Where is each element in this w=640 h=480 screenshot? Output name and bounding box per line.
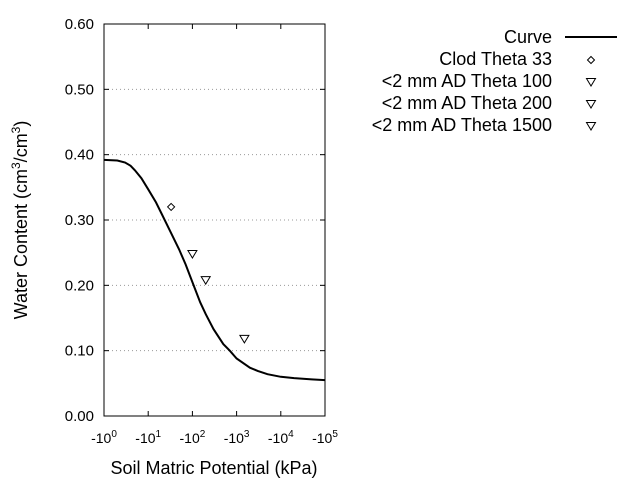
y-axis-label-suffix: )	[11, 121, 31, 127]
y-axis-label-exp2: 3	[9, 126, 23, 133]
y-tick-label: 0.10	[65, 343, 94, 360]
x-tick-label: -103	[224, 429, 250, 446]
legend-entry-label: <2 mm AD Theta 1500	[372, 115, 552, 135]
y-tick-label: 0.30	[65, 212, 94, 229]
legend-entry-label: <2 mm AD Theta 200	[382, 93, 552, 113]
y-tick-label: 0.20	[65, 277, 94, 294]
y-axis-label-prefix: Water Content (cm	[11, 169, 31, 319]
y-tick-label: 0.60	[65, 16, 94, 33]
y-tick-label: 0.50	[65, 81, 94, 98]
legend-entry-label: <2 mm AD Theta 100	[382, 71, 552, 91]
x-tick-label: -104	[268, 429, 294, 446]
y-axis-label-exp1: 3	[9, 162, 23, 169]
y-tick-label: 0.00	[65, 408, 94, 425]
x-tick-label: -105	[312, 429, 338, 446]
legend-marker	[585, 122, 597, 131]
gridlines	[104, 88, 325, 352]
y-axis-label-mid: /cm	[11, 133, 31, 162]
legend-marker	[585, 100, 597, 109]
x-tick-label: -101	[135, 429, 161, 446]
axes	[103, 23, 326, 417]
curve-line	[103, 158, 326, 382]
y-tick-label: 0.40	[65, 147, 94, 164]
legend-marker	[586, 55, 596, 65]
plot-frame	[103, 23, 326, 417]
legend-entry-label: Curve	[504, 27, 552, 47]
x-tick-label: -100	[91, 429, 117, 446]
legend-marker	[585, 78, 597, 87]
data-point-marker	[238, 334, 250, 344]
x-tick-label: -102	[180, 429, 206, 446]
x-axis-ticks: -100 -101 -102 -103 -104 -105	[91, 24, 338, 446]
y-axis-label: Water Content (cm3/cm3)	[9, 121, 31, 320]
series-layer	[103, 158, 326, 382]
legend-entry-label: Clod Theta 33	[439, 49, 552, 69]
data-point-marker	[166, 202, 176, 212]
data-point-marker	[187, 249, 198, 259]
x-axis-label: Soil Matric Potential (kPa)	[110, 458, 317, 478]
y-axis-ticks: 0.00 0.10 0.20 0.30 0.40 0.50 0.60	[65, 16, 325, 425]
data-point-marker	[200, 276, 212, 286]
